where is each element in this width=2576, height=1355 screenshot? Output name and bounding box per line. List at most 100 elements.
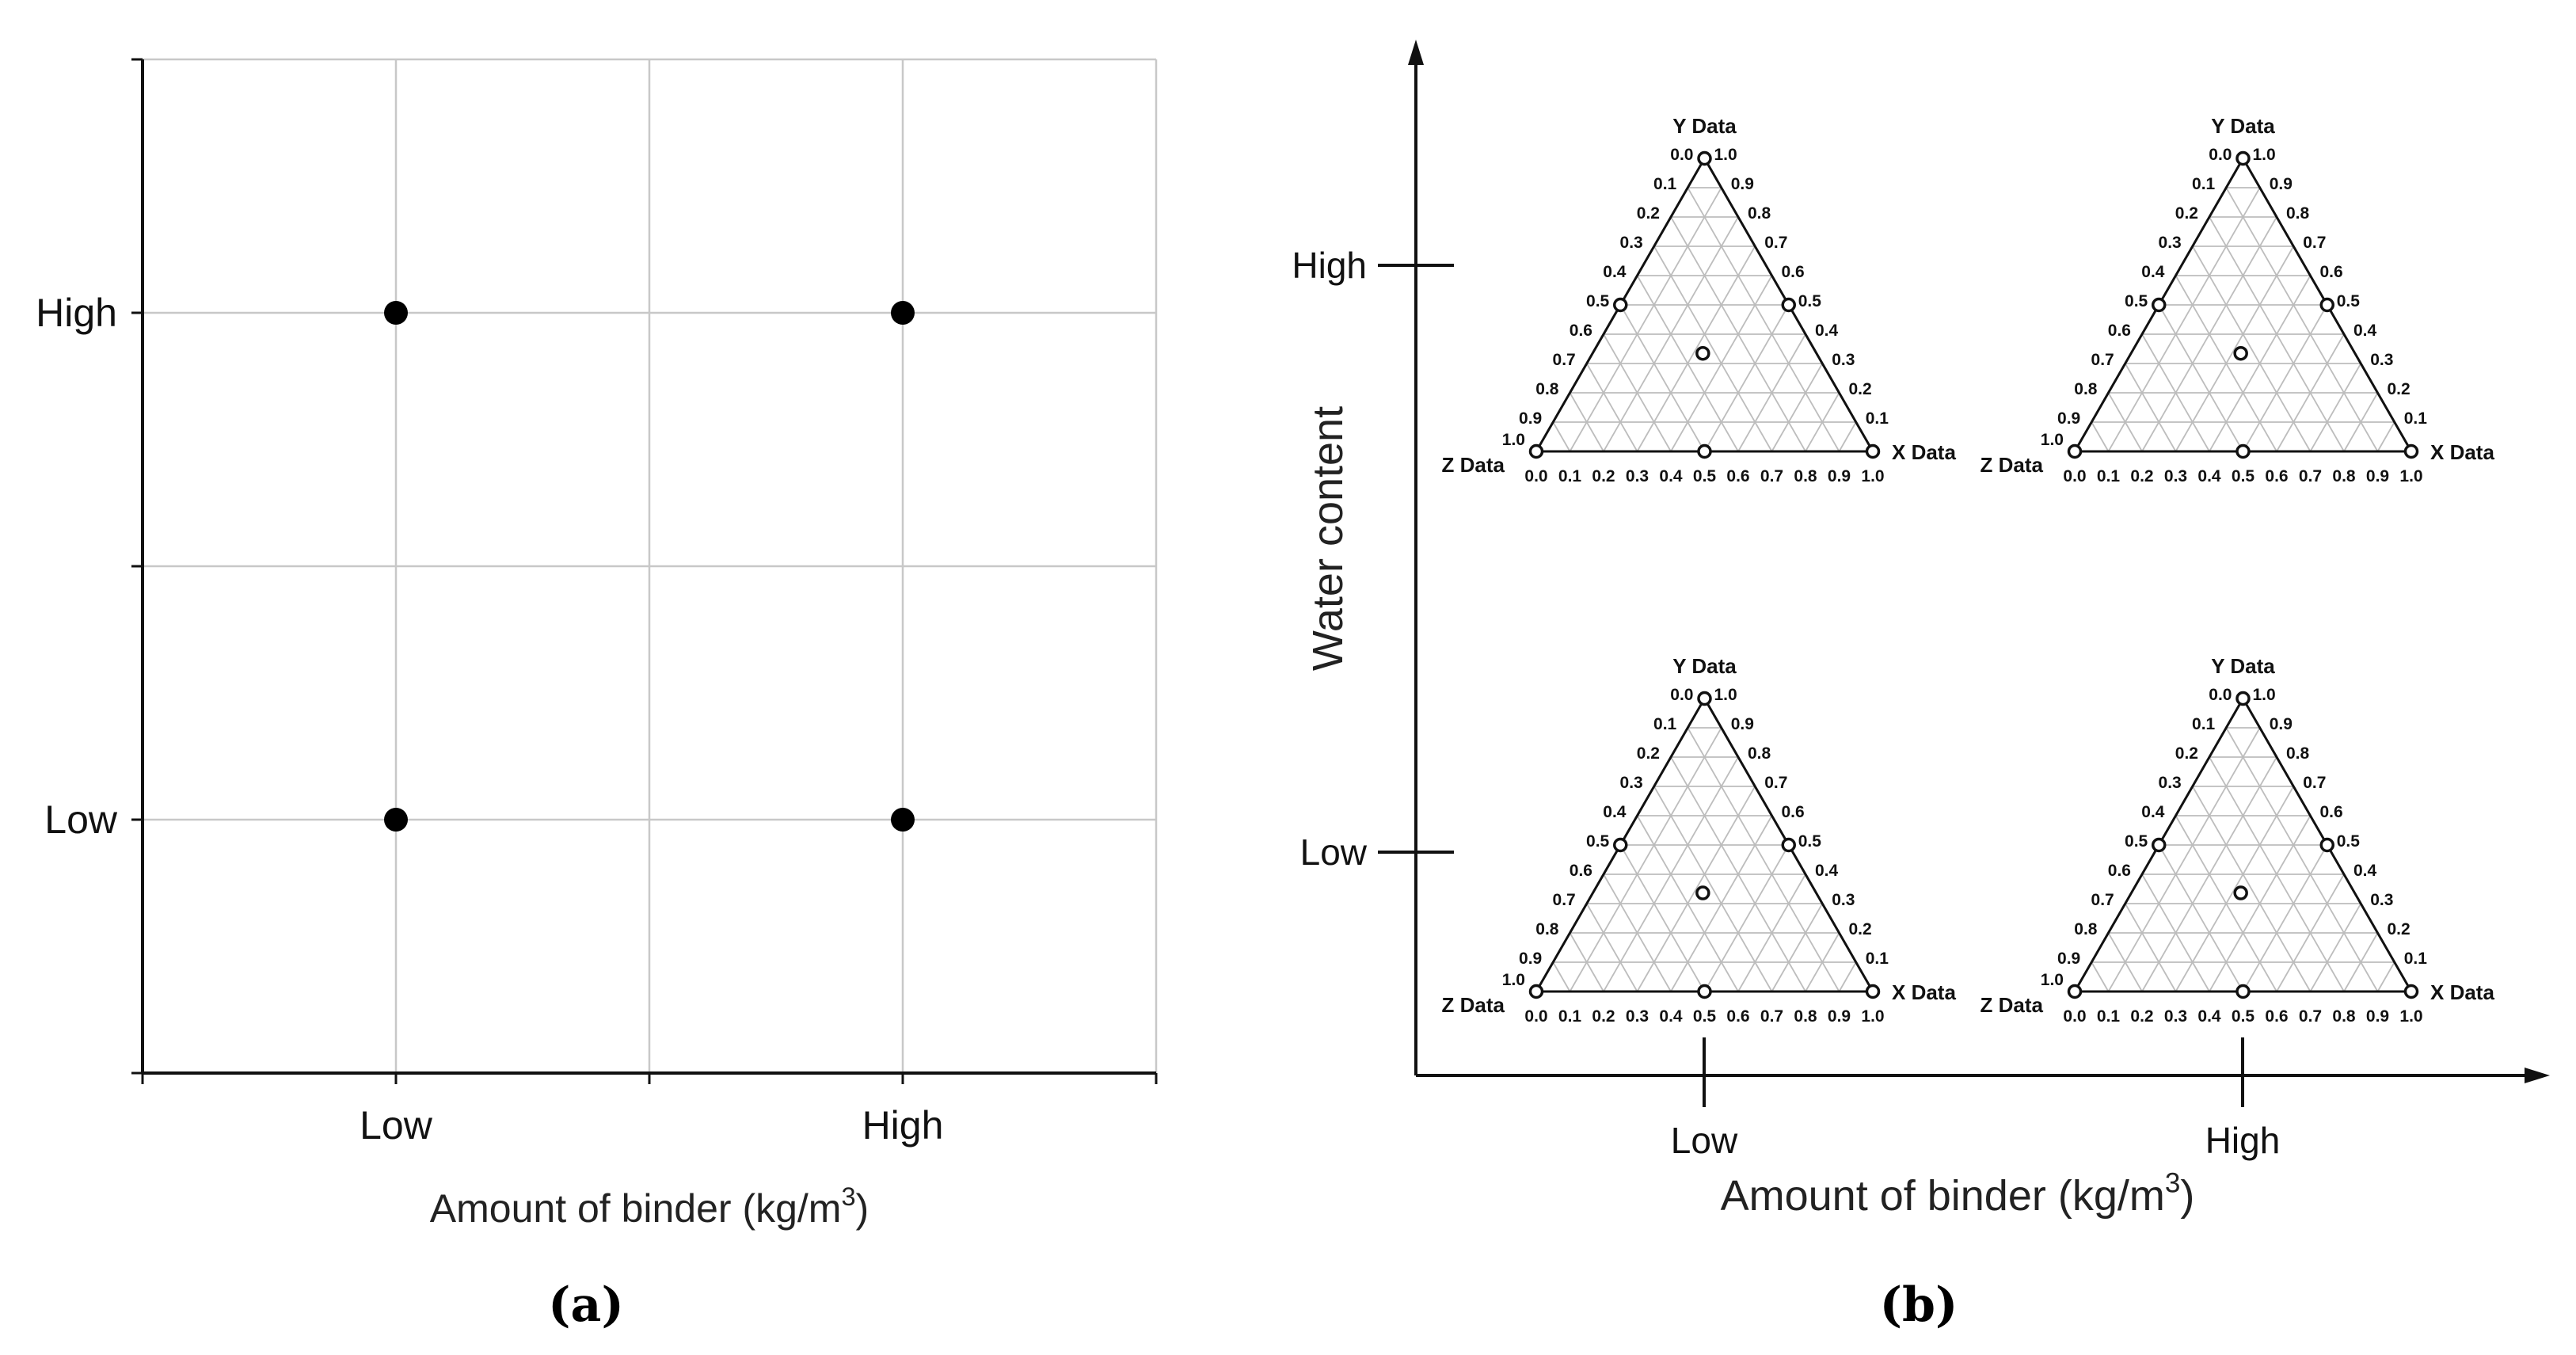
- ternary-tick-label: 0.3: [2159, 234, 2182, 252]
- ternary-tick-label: 1.0: [2253, 146, 2276, 164]
- ternary-tick-label: 0.6: [1570, 322, 1592, 340]
- ternary-tick-label: 0.1: [1653, 175, 1677, 193]
- ternary-tick-label: 0.5: [1586, 292, 1610, 310]
- ternary-tick-label: 0.7: [2091, 891, 2114, 909]
- ternary-grid-line: [1585, 363, 1638, 452]
- ternary-grid-line: [2343, 932, 2379, 992]
- ternary-tick-label: 0.8: [1535, 380, 1559, 398]
- ternary-tick-label: 1.0: [2253, 686, 2276, 704]
- ternary-grid-line: [1771, 903, 1824, 992]
- ternary-tick-label: 0.3: [1620, 774, 1643, 792]
- y-tick-label: High: [36, 291, 117, 335]
- ternary-tick-label: 0.2: [2388, 920, 2410, 938]
- ternary-tick-label: 0.7: [2303, 774, 2326, 792]
- y-axis-arrowhead: [1408, 40, 1424, 65]
- ternary-grid-line: [1653, 786, 1773, 992]
- ternary-design-point: [2235, 691, 2251, 706]
- ternary-tick-label: 0.6: [2108, 322, 2131, 340]
- ternary-tick-label: 0.7: [2299, 467, 2322, 485]
- ternary-tick-label: 0.6: [2320, 803, 2343, 821]
- ternary-grid-line: [1585, 903, 1638, 992]
- ternary-grid-line: [1636, 245, 1756, 452]
- ternary-tick-label: 0.1: [1558, 467, 1582, 485]
- ternary-design-point: [1528, 443, 1544, 459]
- ternary-grid-line: [2309, 363, 2362, 452]
- ternary-tick-label: 0.6: [1782, 263, 1805, 281]
- ternary-tick-label: 0.5: [1798, 292, 1822, 310]
- ternary-grid-line: [1569, 187, 1722, 452]
- ternary-design-point: [2235, 443, 2251, 459]
- ternary-tick-label: 1.0: [1861, 467, 1884, 485]
- ternary-tick-label: 0.9: [1828, 467, 1851, 485]
- ternary-axis-label-x: X Data: [2430, 440, 2494, 464]
- ternary-tick-label: 0.6: [1726, 467, 1749, 485]
- ternary-grid-line: [2191, 245, 2312, 452]
- ternary-grid-line: [2141, 333, 2210, 452]
- x-tick-label: High: [2205, 1120, 2281, 1161]
- ternary-tick-label: 0.3: [2159, 774, 2182, 792]
- ternary-tick-label: 0.2: [2130, 467, 2153, 485]
- ternary-tick-label: 0.7: [2299, 1007, 2322, 1026]
- ternary-axis-label-z: Z Data: [1442, 453, 1505, 477]
- ternary-design-point: [2233, 345, 2248, 361]
- ternary-tick-label: 0.0: [1524, 467, 1547, 485]
- x-tick-label: Low: [1671, 1120, 1738, 1161]
- ternary-tick-label: 1.0: [2399, 1007, 2422, 1026]
- ternary-tick-label: 0.9: [2366, 467, 2389, 485]
- y-axis-label: Water content: [1304, 406, 1352, 671]
- ternary-tick-label: 0.8: [2074, 920, 2098, 938]
- ternary-tick-label: 0.9: [2270, 715, 2293, 733]
- ternary-tick-label: 0.6: [2320, 263, 2343, 281]
- panel-b: High Low Low High Water content Amount of bin…: [1292, 40, 2550, 1220]
- ternary-grid-line: [2141, 874, 2210, 992]
- ternary-design-point: [1613, 297, 1628, 313]
- ternary-grid-line: [2343, 392, 2379, 452]
- ternary-design-point: [1697, 443, 1712, 459]
- ternary-tick-label: 0.8: [1794, 467, 1817, 485]
- ternary-design-point: [1695, 885, 1710, 900]
- ternary-tick-label: 1.0: [1714, 686, 1737, 704]
- ternary-tick-label: 0.4: [2353, 862, 2377, 880]
- data-point: [384, 808, 408, 832]
- x-tick-label: High: [862, 1103, 944, 1148]
- ternary-design-point: [1697, 150, 1712, 166]
- ternary-tick-label: 0.8: [1748, 204, 1771, 223]
- ternary-grid-line: [2107, 932, 2143, 992]
- ternary-tick-label: 0.8: [1794, 1007, 1817, 1026]
- ternary-design-point: [2403, 443, 2419, 459]
- ternary-tick-label: 1.0: [1714, 146, 1737, 164]
- ternary-design-point: [1697, 984, 1712, 999]
- ternary-grid-line: [1687, 187, 1840, 452]
- ternary-design-point: [2235, 984, 2251, 999]
- panel-a: Low High Low High Amount of binder (kg/m3): [36, 58, 1158, 1231]
- ternary-grid-line: [2276, 874, 2345, 992]
- ternary-tick-label: 0.6: [1782, 803, 1805, 821]
- ternary-tick-label: 0.3: [1620, 234, 1643, 252]
- ternary-tick-label: 0.6: [2265, 1007, 2288, 1026]
- ternary-diagram: 0.0 0.1 0.2 0.3 0.4 0.5 0.6 0.7 0.8 0.9 1.0 0.0 0.1 0…: [1442, 114, 1957, 485]
- ternary-tick-label: 1.0: [2041, 431, 2064, 449]
- ternary-design-point: [1613, 837, 1628, 853]
- ternary-tick-label: 0.6: [1570, 862, 1592, 880]
- ternary-axis-label-x: X Data: [1892, 980, 1956, 1004]
- ternary-design-point: [2319, 297, 2334, 313]
- ternary-tick-label: 0.2: [1637, 204, 1660, 223]
- data-point: [384, 301, 408, 325]
- ternary-tick-label: 0.0: [2063, 1007, 2086, 1026]
- ternary-axis-label-y: Y Data: [1672, 114, 1737, 138]
- ternary-tick-label: 0.3: [2164, 1007, 2187, 1026]
- ternary-tick-label: 0.1: [2404, 950, 2428, 968]
- ternary-design-point: [1781, 297, 1796, 313]
- x-axis-label: Amount of binder (kg/m3): [1721, 1167, 2195, 1220]
- ternary-axis-label-y: Y Data: [1672, 654, 1737, 678]
- ternary-tick-label: 0.1: [2192, 175, 2216, 193]
- ternary-grid-line: [2242, 304, 2328, 452]
- ternary-design-point: [2152, 297, 2167, 313]
- ternary-tick-label: 0.1: [1558, 1007, 1582, 1026]
- ternary-grid-line: [2091, 421, 2110, 452]
- ternary-axis-label-y: Y Data: [2211, 114, 2275, 138]
- ternary-axis-label-x: X Data: [2430, 980, 2494, 1004]
- ternary-tick-label: 0.7: [1764, 774, 1787, 792]
- ternary-grid-line: [1737, 874, 1806, 992]
- ternary-tick-label: 0.9: [2057, 950, 2080, 968]
